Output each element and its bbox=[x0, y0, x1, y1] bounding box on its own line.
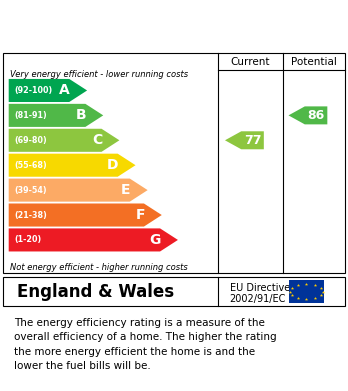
Text: Not energy efficient - higher running costs: Not energy efficient - higher running co… bbox=[10, 263, 188, 272]
Polygon shape bbox=[9, 179, 148, 202]
Text: D: D bbox=[107, 158, 119, 172]
Text: Very energy efficient - lower running costs: Very energy efficient - lower running co… bbox=[10, 70, 189, 79]
Text: (39-54): (39-54) bbox=[14, 186, 47, 195]
Text: 86: 86 bbox=[307, 109, 325, 122]
Text: (69-80): (69-80) bbox=[14, 136, 47, 145]
Text: Potential: Potential bbox=[291, 57, 337, 66]
Text: F: F bbox=[135, 208, 145, 222]
Text: E: E bbox=[121, 183, 131, 197]
Text: G: G bbox=[150, 233, 161, 247]
Text: The energy efficiency rating is a measure of the
overall efficiency of a home. T: The energy efficiency rating is a measur… bbox=[14, 318, 277, 371]
Text: (21-38): (21-38) bbox=[14, 210, 47, 219]
Text: (81-91): (81-91) bbox=[14, 111, 47, 120]
Text: 77: 77 bbox=[244, 134, 261, 147]
Text: EU Directive: EU Directive bbox=[230, 283, 290, 293]
Text: A: A bbox=[60, 83, 70, 97]
Polygon shape bbox=[9, 104, 103, 127]
Polygon shape bbox=[9, 228, 178, 251]
Text: (92-100): (92-100) bbox=[14, 86, 52, 95]
Text: (55-68): (55-68) bbox=[14, 161, 47, 170]
Polygon shape bbox=[9, 203, 162, 226]
Text: 2002/91/EC: 2002/91/EC bbox=[230, 294, 286, 304]
Polygon shape bbox=[9, 79, 87, 102]
Bar bbox=[289, 280, 324, 303]
Text: (1-20): (1-20) bbox=[14, 235, 41, 244]
Text: England & Wales: England & Wales bbox=[17, 283, 175, 301]
Polygon shape bbox=[9, 154, 135, 177]
Polygon shape bbox=[9, 129, 119, 152]
Polygon shape bbox=[288, 106, 327, 124]
Text: C: C bbox=[92, 133, 102, 147]
Text: Current: Current bbox=[230, 57, 270, 66]
Polygon shape bbox=[225, 131, 264, 149]
Text: B: B bbox=[76, 108, 86, 122]
Text: Energy Efficiency Rating: Energy Efficiency Rating bbox=[10, 20, 232, 36]
